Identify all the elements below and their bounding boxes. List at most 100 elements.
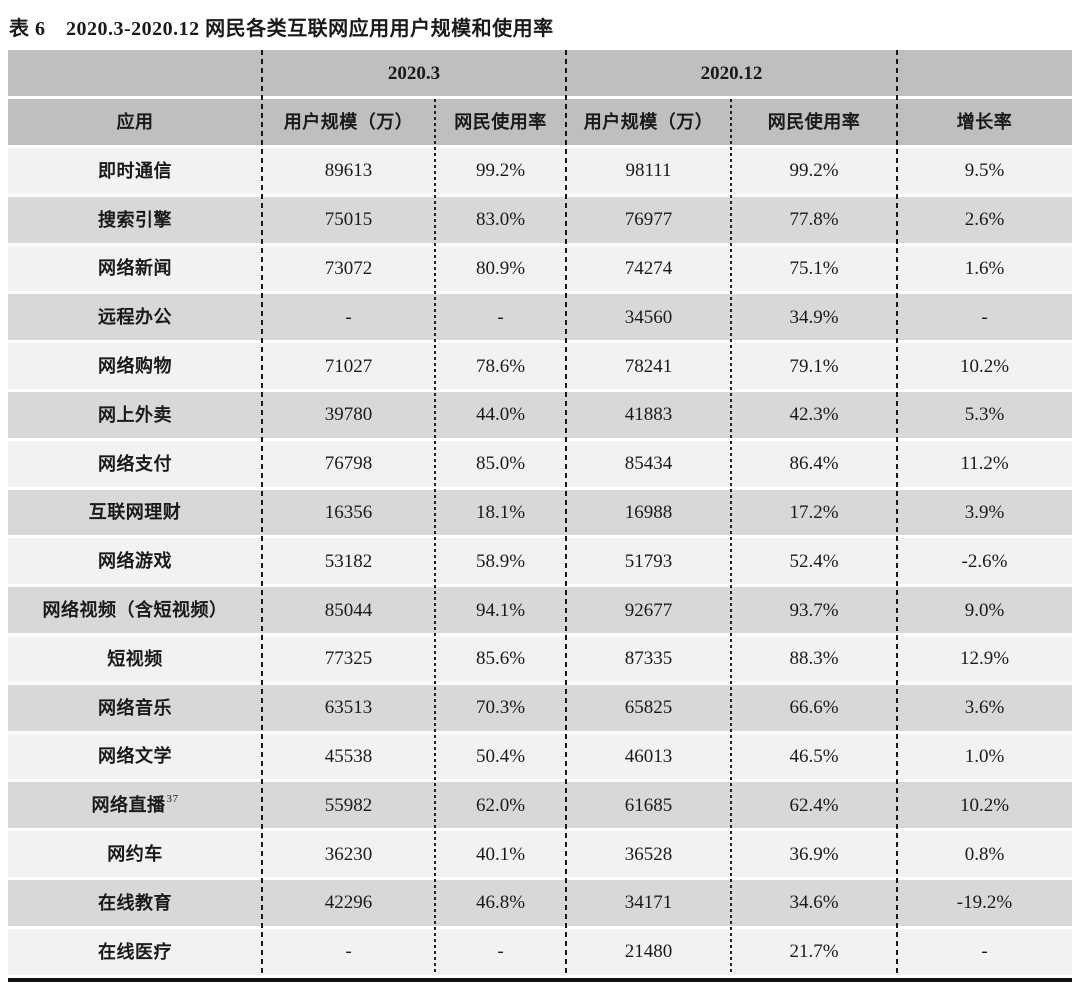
column-header-growth-rate: 增长率 xyxy=(897,99,1072,145)
user-scale-2020-12-cell: 46013 xyxy=(566,733,731,780)
growth-rate-cell: 0.8% xyxy=(897,831,1072,877)
user-scale-2020-12-cell: 21480 xyxy=(566,928,731,975)
app-name-label: 远程办公 xyxy=(98,307,172,328)
table-row: 即时通信 89613 99.2% 98111 99.2% 9.5% xyxy=(8,148,1072,194)
app-name-cell: 网络购物 xyxy=(8,343,262,389)
app-name-cell: 网约车 xyxy=(8,831,262,877)
table-row: 网络音乐 63513 70.3% 65825 66.6% 3.6% xyxy=(8,684,1072,731)
usage-rate-2020-3-cell: 99.2% xyxy=(435,148,566,194)
column-header-usage-rate-2020-12: 网民使用率 xyxy=(731,99,897,145)
table-row: 互联网理财 16356 18.1% 16988 17.2% 3.9% xyxy=(8,489,1072,536)
usage-rate-2020-12-cell: 66.6% xyxy=(731,684,897,731)
app-name-cell: 网络支付 xyxy=(8,440,262,487)
usage-rate-2020-3-cell: 40.1% xyxy=(435,831,566,877)
user-scale-2020-12-cell: 76977 xyxy=(566,196,731,243)
usage-rate-2020-12-cell: 99.2% xyxy=(731,148,897,194)
app-name-label: 短视频 xyxy=(107,648,163,669)
growth-rate-cell: - xyxy=(897,928,1072,975)
usage-rate-2020-3-cell: 83.0% xyxy=(435,196,566,243)
growth-rate-cell: -2.6% xyxy=(897,538,1072,585)
table-row: 网络文学 45538 50.4% 46013 46.5% 1.0% xyxy=(8,733,1072,780)
growth-rate-cell: 3.9% xyxy=(897,489,1072,536)
usage-rate-2020-3-cell: 85.0% xyxy=(435,440,566,487)
growth-rate-cell: - xyxy=(897,294,1072,341)
user-scale-2020-12-cell: 92677 xyxy=(566,587,731,633)
app-name-cell: 短视频 xyxy=(8,635,262,682)
user-scale-2020-3-cell: 63513 xyxy=(262,684,435,731)
group-header-spacer-right xyxy=(897,50,1072,96)
growth-rate-cell: 3.6% xyxy=(897,684,1072,731)
user-scale-2020-12-cell: 16988 xyxy=(566,489,731,536)
growth-rate-cell: 5.3% xyxy=(897,391,1072,438)
user-scale-2020-3-cell: 55982 xyxy=(262,782,435,829)
user-scale-2020-12-cell: 74274 xyxy=(566,245,731,292)
usage-rate-2020-12-cell: 34.9% xyxy=(731,294,897,341)
growth-rate-cell: 1.0% xyxy=(897,733,1072,780)
user-scale-2020-12-cell: 36528 xyxy=(566,831,731,877)
growth-rate-cell: 9.5% xyxy=(897,148,1072,194)
app-name-cell: 搜索引擎 xyxy=(8,196,262,243)
user-scale-2020-12-cell: 61685 xyxy=(566,782,731,829)
growth-rate-cell: 2.6% xyxy=(897,196,1072,243)
app-name-cell: 远程办公 xyxy=(8,294,262,341)
growth-rate-cell: -19.2% xyxy=(897,879,1072,926)
usage-rate-2020-12-cell: 42.3% xyxy=(731,391,897,438)
app-name-cell: 在线教育 xyxy=(8,879,262,926)
table-row: 网络新闻 73072 80.9% 74274 75.1% 1.6% xyxy=(8,245,1072,292)
user-scale-2020-3-cell: 75015 xyxy=(262,196,435,243)
column-header-usage-rate-2020-3: 网民使用率 xyxy=(435,99,566,145)
user-scale-2020-12-cell: 65825 xyxy=(566,684,731,731)
user-scale-2020-3-cell: 89613 xyxy=(262,148,435,194)
usage-rate-2020-12-cell: 93.7% xyxy=(731,587,897,633)
table-bottom-border xyxy=(8,977,1072,982)
table-row: 网络游戏 53182 58.9% 51793 52.4% -2.6% xyxy=(8,538,1072,585)
app-name-cell: 网络新闻 xyxy=(8,245,262,292)
user-scale-2020-3-cell: 85044 xyxy=(262,587,435,633)
user-scale-2020-12-cell: 98111 xyxy=(566,148,731,194)
usage-rate-2020-3-cell: 85.6% xyxy=(435,635,566,682)
growth-rate-cell: 11.2% xyxy=(897,440,1072,487)
table-body: 2020.3 2020.12 应用 用户规模（万） 网民使用率 用户规模（万） … xyxy=(8,50,1072,975)
app-name-label: 网络直播 xyxy=(91,795,166,816)
usage-rate-2020-12-cell: 79.1% xyxy=(731,343,897,389)
table-row: 网络视频（含短视频） 85044 94.1% 92677 93.7% 9.0% xyxy=(8,587,1072,633)
app-name-label: 网络文学 xyxy=(98,746,172,767)
user-scale-2020-3-cell: 16356 xyxy=(262,489,435,536)
table-row: 网络支付 76798 85.0% 85434 86.4% 11.2% xyxy=(8,440,1072,487)
app-name-label: 网上外卖 xyxy=(98,404,172,425)
usage-rate-2020-3-cell: 46.8% xyxy=(435,879,566,926)
usage-rate-2020-3-cell: - xyxy=(435,294,566,341)
app-name-cell: 网络视频（含短视频） xyxy=(8,587,262,633)
user-scale-2020-3-cell: 53182 xyxy=(262,538,435,585)
app-name-cell: 网络文学 xyxy=(8,733,262,780)
app-name-cell: 网络游戏 xyxy=(8,538,262,585)
user-scale-2020-3-cell: 42296 xyxy=(262,879,435,926)
table-row: 网约车 36230 40.1% 36528 36.9% 0.8% xyxy=(8,831,1072,877)
usage-rate-2020-3-cell: 80.9% xyxy=(435,245,566,292)
growth-rate-cell: 10.2% xyxy=(897,343,1072,389)
usage-rate-2020-12-cell: 21.7% xyxy=(731,928,897,975)
app-name-label: 搜索引擎 xyxy=(98,209,172,230)
table-row: 搜索引擎 75015 83.0% 76977 77.8% 2.6% xyxy=(8,196,1072,243)
table-row: 在线医疗 - -21480 21.7% - xyxy=(8,928,1072,975)
usage-rate-2020-3-cell: 94.1% xyxy=(435,587,566,633)
group-header-2020-12: 2020.12 xyxy=(566,50,897,96)
usage-rate-2020-12-cell: 62.4% xyxy=(731,782,897,829)
group-header-row: 2020.3 2020.12 xyxy=(8,50,1072,96)
table-row: 在线教育 42296 46.8% 34171 34.6% -19.2% xyxy=(8,879,1072,926)
usage-rate-2020-12-cell: 17.2% xyxy=(731,489,897,536)
table-title: 表 6 2020.3-2020.12 网民各类互联网应用用户规模和使用率 xyxy=(9,18,554,40)
group-header-2020-3: 2020.3 xyxy=(262,50,566,96)
usage-rate-2020-12-cell: 77.8% xyxy=(731,196,897,243)
table-row: 网络直播 37 55982 62.0% 61685 62.4% 10.2% xyxy=(8,782,1072,829)
user-scale-2020-3-cell: 36230 xyxy=(262,831,435,877)
data-table: 2020.3 2020.12 应用 用户规模（万） 网民使用率 用户规模（万） … xyxy=(8,50,1072,982)
user-scale-2020-12-cell: 34560 xyxy=(566,294,731,341)
app-name-label: 互联网理财 xyxy=(88,502,182,523)
usage-rate-2020-3-cell: - xyxy=(435,928,566,975)
column-header-app: 应用 xyxy=(8,99,262,145)
growth-rate-cell: 12.9% xyxy=(897,635,1072,682)
user-scale-2020-12-cell: 51793 xyxy=(566,538,731,585)
usage-rate-2020-12-cell: 75.1% xyxy=(731,245,897,292)
user-scale-2020-3-cell: 77325 xyxy=(262,635,435,682)
